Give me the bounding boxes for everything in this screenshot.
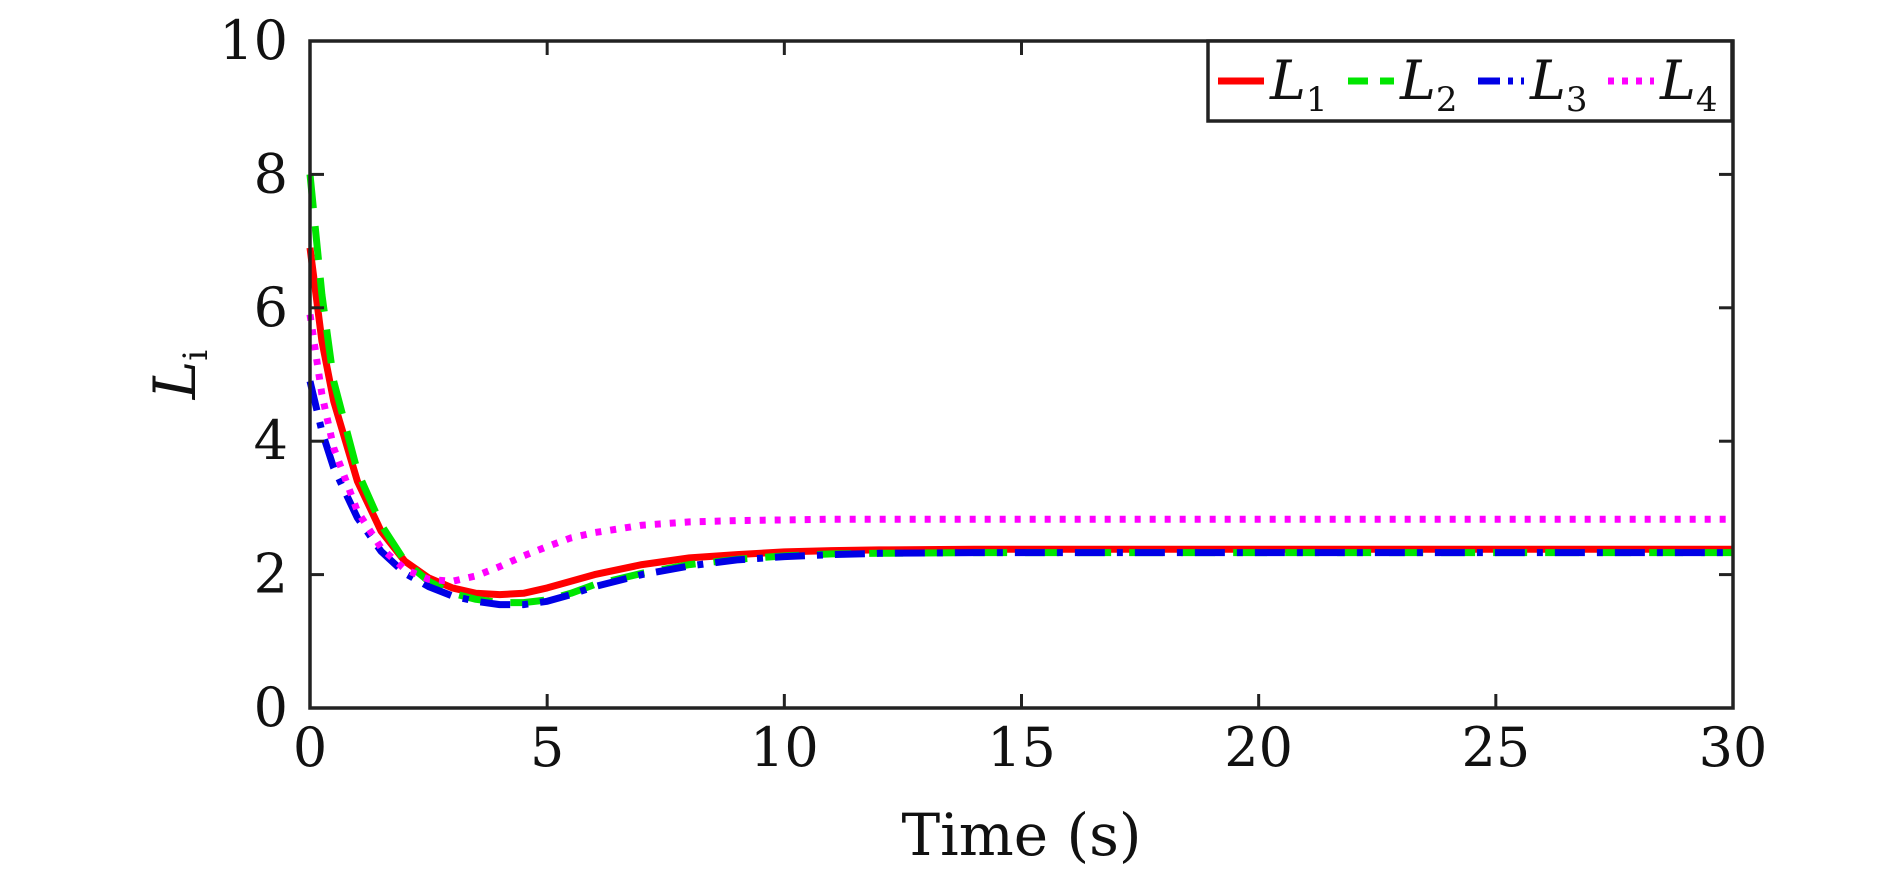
y-tick-label: 4 bbox=[254, 409, 288, 472]
y-tick-label: 6 bbox=[254, 276, 288, 339]
legend-label-l1: L1 bbox=[1269, 49, 1328, 120]
legend-box bbox=[1206, 39, 1734, 123]
ticks-layer: 0 5 10 15 20 25 30 0 2 4 6 8 10 bbox=[219, 9, 1767, 779]
y-tick-label: 10 bbox=[219, 9, 288, 72]
series-line-l4 bbox=[306, 313, 1733, 585]
x-tick-label: 30 bbox=[1699, 716, 1768, 779]
series-line-l3 bbox=[306, 380, 1733, 609]
x-tick-label: 5 bbox=[530, 716, 564, 779]
legend-label-l3: L3 bbox=[1529, 49, 1588, 120]
x-tick-label: 10 bbox=[750, 716, 819, 779]
y-axis-label: Li bbox=[141, 350, 216, 401]
y-axis-label-sub: i bbox=[176, 350, 216, 361]
x-axis-label: Time (s) bbox=[901, 801, 1141, 869]
x-tick-label: 25 bbox=[1461, 716, 1530, 779]
series-layer bbox=[306, 174, 1733, 609]
legend-label-l4: L4 bbox=[1659, 49, 1718, 120]
y-tick-label: 2 bbox=[254, 543, 288, 606]
x-tick-label: 0 bbox=[293, 716, 327, 779]
legend: L1 L2 L3 L4 bbox=[1206, 39, 1734, 123]
legend-label-l2: L2 bbox=[1399, 49, 1458, 120]
x-tick-label: 15 bbox=[987, 716, 1056, 779]
y-tick-label: 0 bbox=[254, 676, 288, 739]
y-tick-label: 8 bbox=[254, 142, 288, 205]
x-tick-label: 20 bbox=[1224, 716, 1293, 779]
y-axis-label-main: L bbox=[141, 361, 209, 401]
series-line-l1 bbox=[306, 247, 1733, 599]
series-line-l2 bbox=[306, 174, 1733, 607]
